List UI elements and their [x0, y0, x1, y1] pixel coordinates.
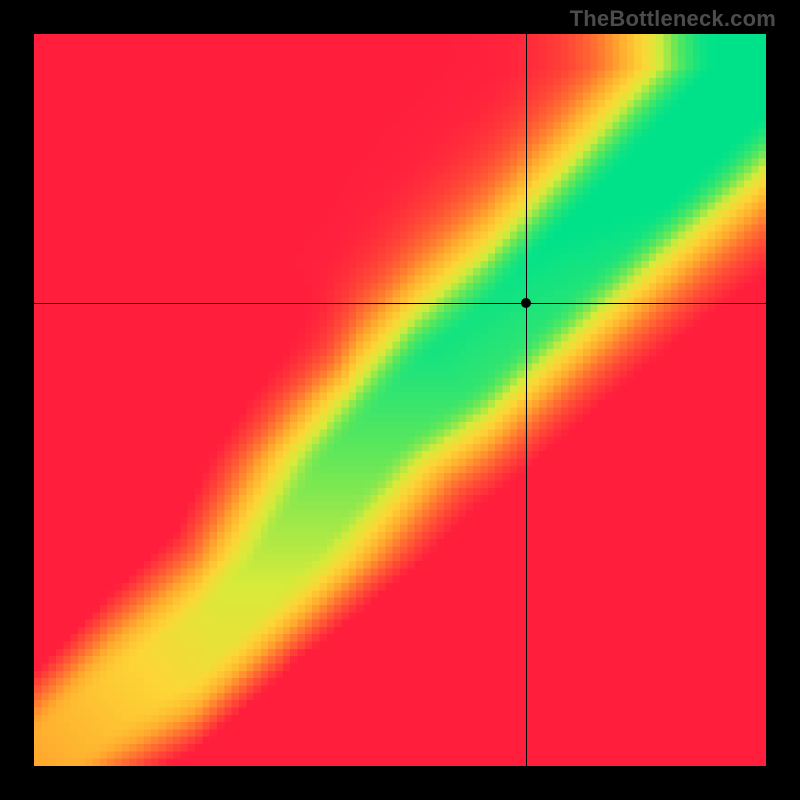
- bottleneck-heatmap: [34, 34, 766, 766]
- watermark-text: TheBottleneck.com: [570, 6, 776, 32]
